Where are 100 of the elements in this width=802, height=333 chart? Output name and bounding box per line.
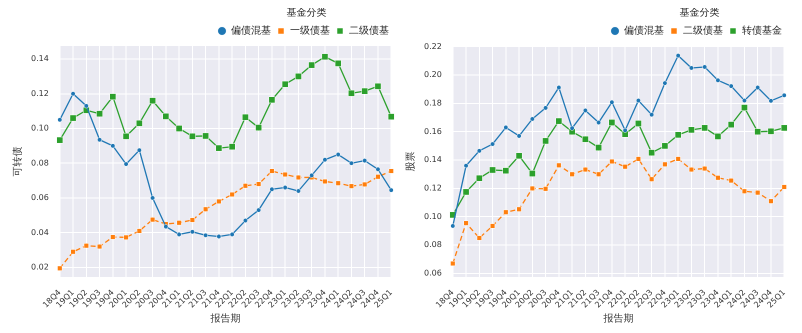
point	[676, 53, 681, 58]
point	[109, 93, 116, 100]
point	[70, 249, 76, 254]
point	[728, 121, 735, 128]
point	[150, 217, 156, 222]
point	[336, 152, 341, 157]
point	[516, 152, 522, 160]
point	[662, 142, 668, 150]
point	[322, 157, 328, 162]
point	[503, 125, 508, 130]
point	[582, 108, 588, 113]
point	[635, 120, 642, 127]
point	[84, 103, 89, 108]
point	[543, 105, 548, 110]
point	[162, 112, 170, 120]
point	[322, 178, 328, 184]
point	[388, 188, 394, 193]
point	[782, 184, 787, 190]
point	[609, 100, 614, 105]
point	[662, 162, 668, 167]
point	[309, 172, 314, 178]
point	[296, 188, 301, 194]
point	[516, 206, 522, 212]
point	[476, 235, 482, 241]
point	[609, 158, 614, 164]
point	[674, 131, 682, 138]
point	[228, 143, 236, 150]
point	[450, 260, 456, 266]
point	[755, 85, 760, 90]
point	[336, 180, 341, 186]
point	[728, 178, 734, 184]
point	[649, 112, 654, 118]
point	[622, 164, 628, 170]
point	[768, 198, 774, 204]
point	[582, 166, 588, 172]
point	[374, 82, 382, 90]
point	[490, 142, 496, 147]
point	[742, 98, 747, 104]
point	[768, 128, 774, 135]
point	[84, 243, 89, 248]
x-axis-title: 报告期	[602, 312, 634, 325]
y-tick-label: 0.08	[31, 158, 49, 168]
point	[450, 224, 456, 228]
point	[216, 144, 222, 152]
point	[136, 228, 142, 234]
point	[375, 174, 381, 180]
point	[556, 118, 562, 124]
point	[282, 80, 289, 88]
point	[242, 218, 248, 223]
y-tick-label: 0.16	[424, 126, 442, 136]
point	[714, 133, 722, 140]
point	[202, 132, 209, 140]
point	[334, 60, 342, 67]
point	[136, 120, 143, 127]
legend-label: 二级债基	[349, 24, 389, 37]
y-tick-label: 0.12	[424, 183, 442, 192]
point	[203, 206, 208, 212]
point	[543, 186, 548, 192]
point	[256, 208, 262, 213]
point	[190, 217, 195, 223]
point	[780, 124, 788, 132]
point	[122, 132, 130, 140]
point	[57, 266, 62, 271]
legend-label: 转债基金	[742, 24, 782, 37]
point	[516, 134, 522, 138]
point	[322, 53, 328, 60]
point	[503, 210, 508, 215]
point	[542, 138, 549, 144]
legend-label: 一级债基	[290, 24, 330, 37]
legend-label: 偏债混基	[624, 24, 664, 37]
point	[124, 162, 129, 167]
point	[476, 148, 482, 154]
point	[256, 181, 262, 187]
point	[190, 229, 195, 234]
point	[348, 90, 355, 97]
y-tick-label: 0.18	[424, 98, 442, 108]
point	[282, 185, 288, 190]
point	[189, 132, 196, 140]
point	[596, 172, 602, 177]
point	[728, 84, 734, 89]
point	[295, 73, 302, 80]
point	[242, 183, 248, 188]
point	[702, 64, 708, 70]
point	[556, 162, 562, 168]
point	[570, 172, 575, 177]
legend-label: 偏债混基	[231, 24, 271, 37]
point	[362, 182, 368, 187]
point	[676, 156, 681, 162]
point	[96, 244, 102, 250]
point	[768, 98, 774, 104]
point	[462, 188, 470, 196]
point	[388, 168, 394, 174]
point	[662, 80, 668, 86]
point	[230, 192, 235, 198]
point	[282, 172, 288, 178]
point	[268, 96, 276, 104]
point	[782, 92, 787, 98]
point	[490, 223, 496, 229]
point	[110, 234, 116, 240]
point	[688, 166, 694, 172]
